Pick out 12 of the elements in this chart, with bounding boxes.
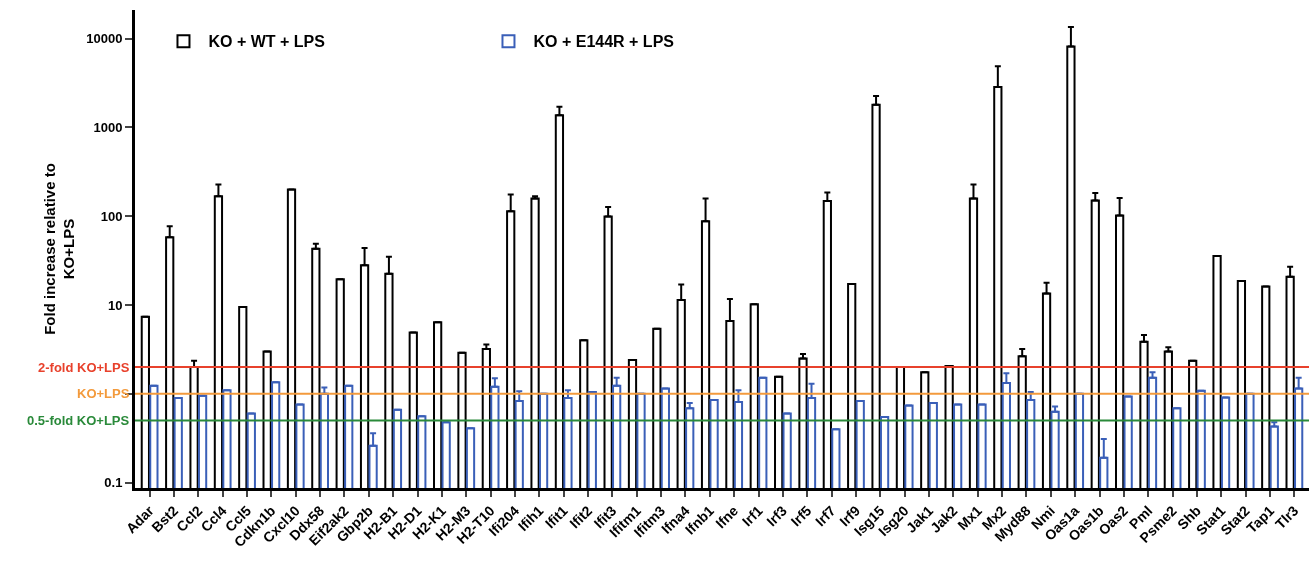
y-tick-label: 10 <box>107 297 123 313</box>
ref-line-label: KO+LPS <box>77 386 130 401</box>
legend-label: KO + WT + LPS <box>208 33 326 51</box>
y-tick-label: 1000 <box>93 119 123 135</box>
legend-label: KO + E144R + LPS <box>533 33 675 51</box>
y-tick-label: 100 <box>100 208 123 224</box>
ref-line-label: 0.5-fold KO+LPS <box>27 413 130 428</box>
ref-line-label: 2-fold KO+LPS <box>38 360 130 375</box>
y-axis-title: Fold increase relative to KO+LPS <box>40 163 78 335</box>
y-tick-label: 0.1 <box>104 475 123 491</box>
x-tick-label: Irf1 <box>738 502 766 530</box>
y-tick-label: 10000 <box>86 31 123 47</box>
